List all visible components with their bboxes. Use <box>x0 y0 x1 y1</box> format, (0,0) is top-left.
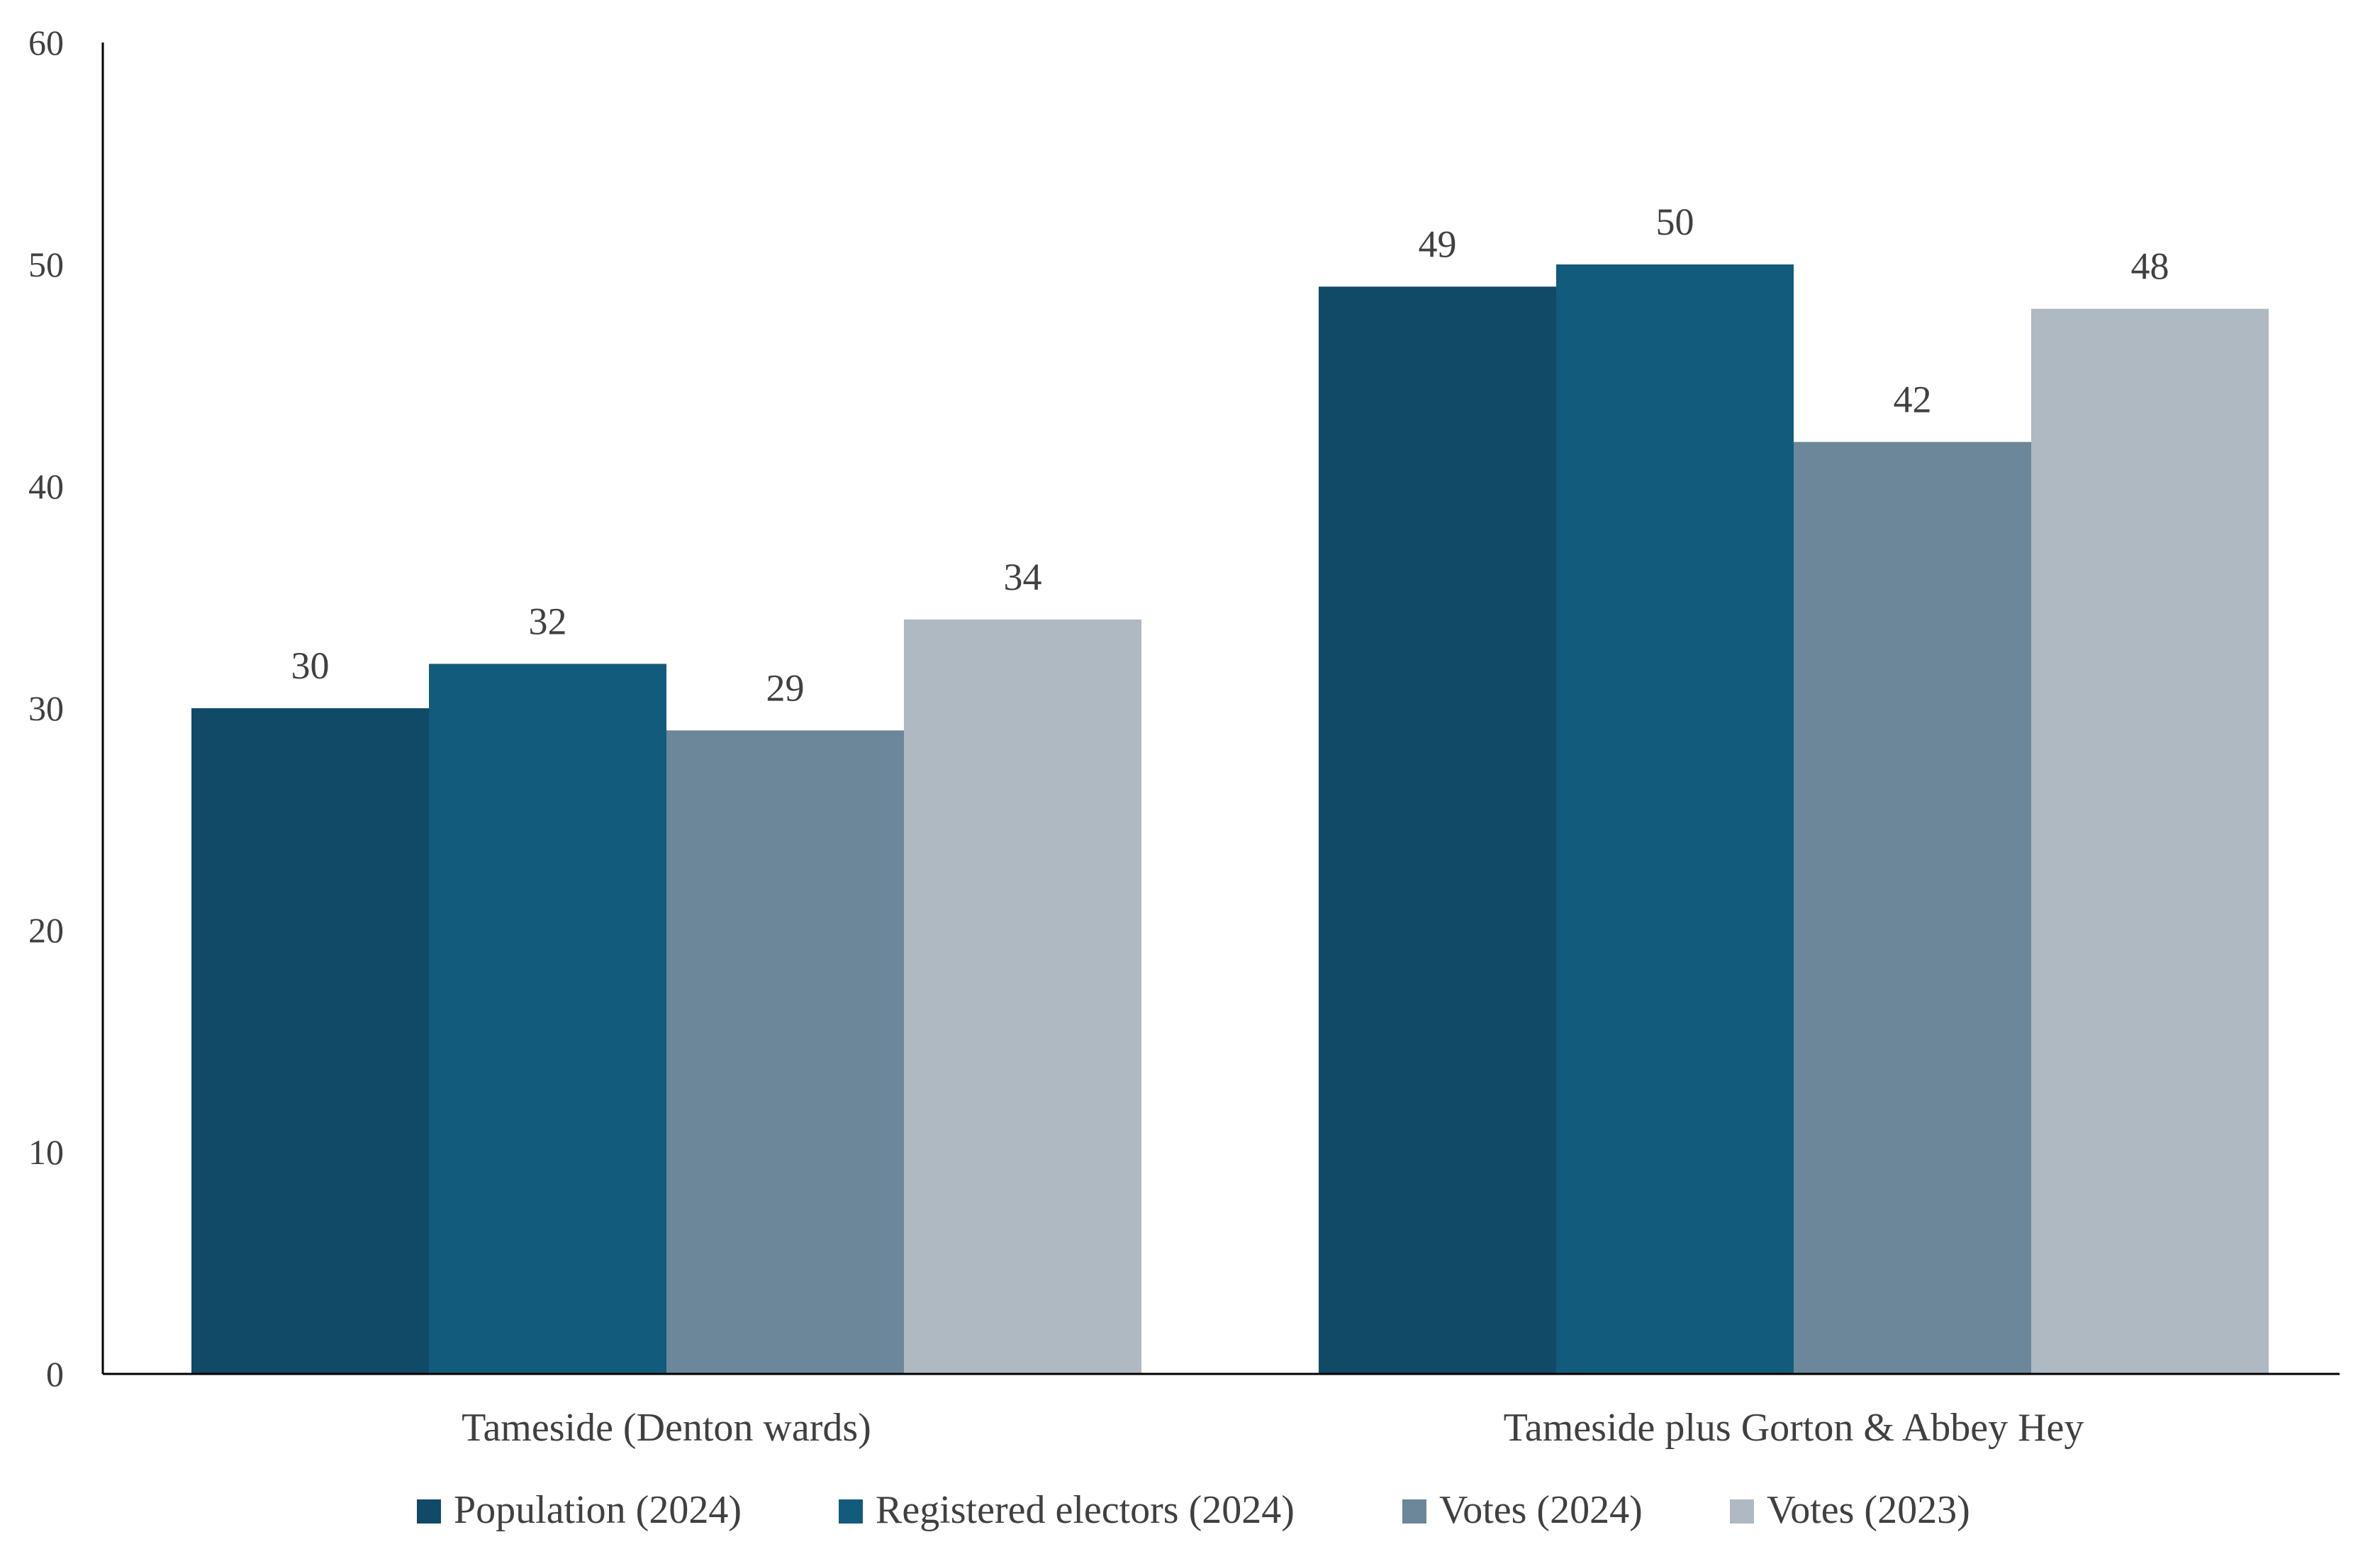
bar <box>2031 308 2269 1375</box>
data-label: 50 <box>1656 201 1694 243</box>
bar <box>666 730 904 1374</box>
x-axis-category-labels: Tameside (Denton wards) Tameside plus Gor… <box>462 1406 2084 1450</box>
legend-item: Registered electors (2024) <box>839 1488 1295 1532</box>
bar <box>1319 286 1556 1374</box>
y-axis-ticks: 0 10 20 30 40 50 60 <box>28 23 64 1394</box>
data-label: 48 <box>2131 245 2169 288</box>
bar <box>191 708 429 1374</box>
y-tick-label: 50 <box>28 245 64 284</box>
legend-item: Votes (2023) <box>1730 1488 1970 1532</box>
bar <box>1556 264 1794 1374</box>
data-label: 30 <box>291 644 330 687</box>
data-labels: 30 32 29 34 49 50 42 48 <box>291 201 2169 709</box>
y-tick-label: 20 <box>28 910 64 950</box>
y-tick-label: 60 <box>28 23 64 62</box>
legend-swatch <box>417 1499 441 1524</box>
legend-swatch <box>1402 1499 1426 1524</box>
bar <box>429 664 666 1374</box>
legend-label: Votes (2024) <box>1439 1488 1643 1532</box>
bars <box>191 264 2269 1375</box>
y-tick-label: 0 <box>46 1354 64 1394</box>
y-tick-label: 10 <box>28 1132 64 1172</box>
legend-label: Population (2024) <box>454 1488 742 1532</box>
data-label: 29 <box>766 666 805 709</box>
legend-item: Votes (2024) <box>1402 1488 1643 1532</box>
x-category-label: Tameside (Denton wards) <box>462 1406 871 1450</box>
y-tick-label: 30 <box>28 688 64 728</box>
bar <box>1794 442 2031 1374</box>
data-label: 49 <box>1419 223 1457 265</box>
data-label: 32 <box>529 600 567 642</box>
legend-swatch <box>839 1499 863 1524</box>
x-category-label: Tameside plus Gorton & Abbey Hey <box>1504 1406 2084 1450</box>
legend-label: Votes (2023) <box>1767 1488 1970 1532</box>
data-label: 42 <box>1894 378 1932 420</box>
legend-item: Population (2024) <box>417 1488 742 1532</box>
data-label: 34 <box>1004 556 1042 598</box>
bar <box>904 619 1141 1374</box>
y-tick-label: 40 <box>28 466 64 506</box>
legend-label: Registered electors (2024) <box>876 1488 1295 1532</box>
legend-swatch <box>1730 1499 1754 1524</box>
legend: Population (2024) Registered electors (20… <box>417 1488 1970 1532</box>
